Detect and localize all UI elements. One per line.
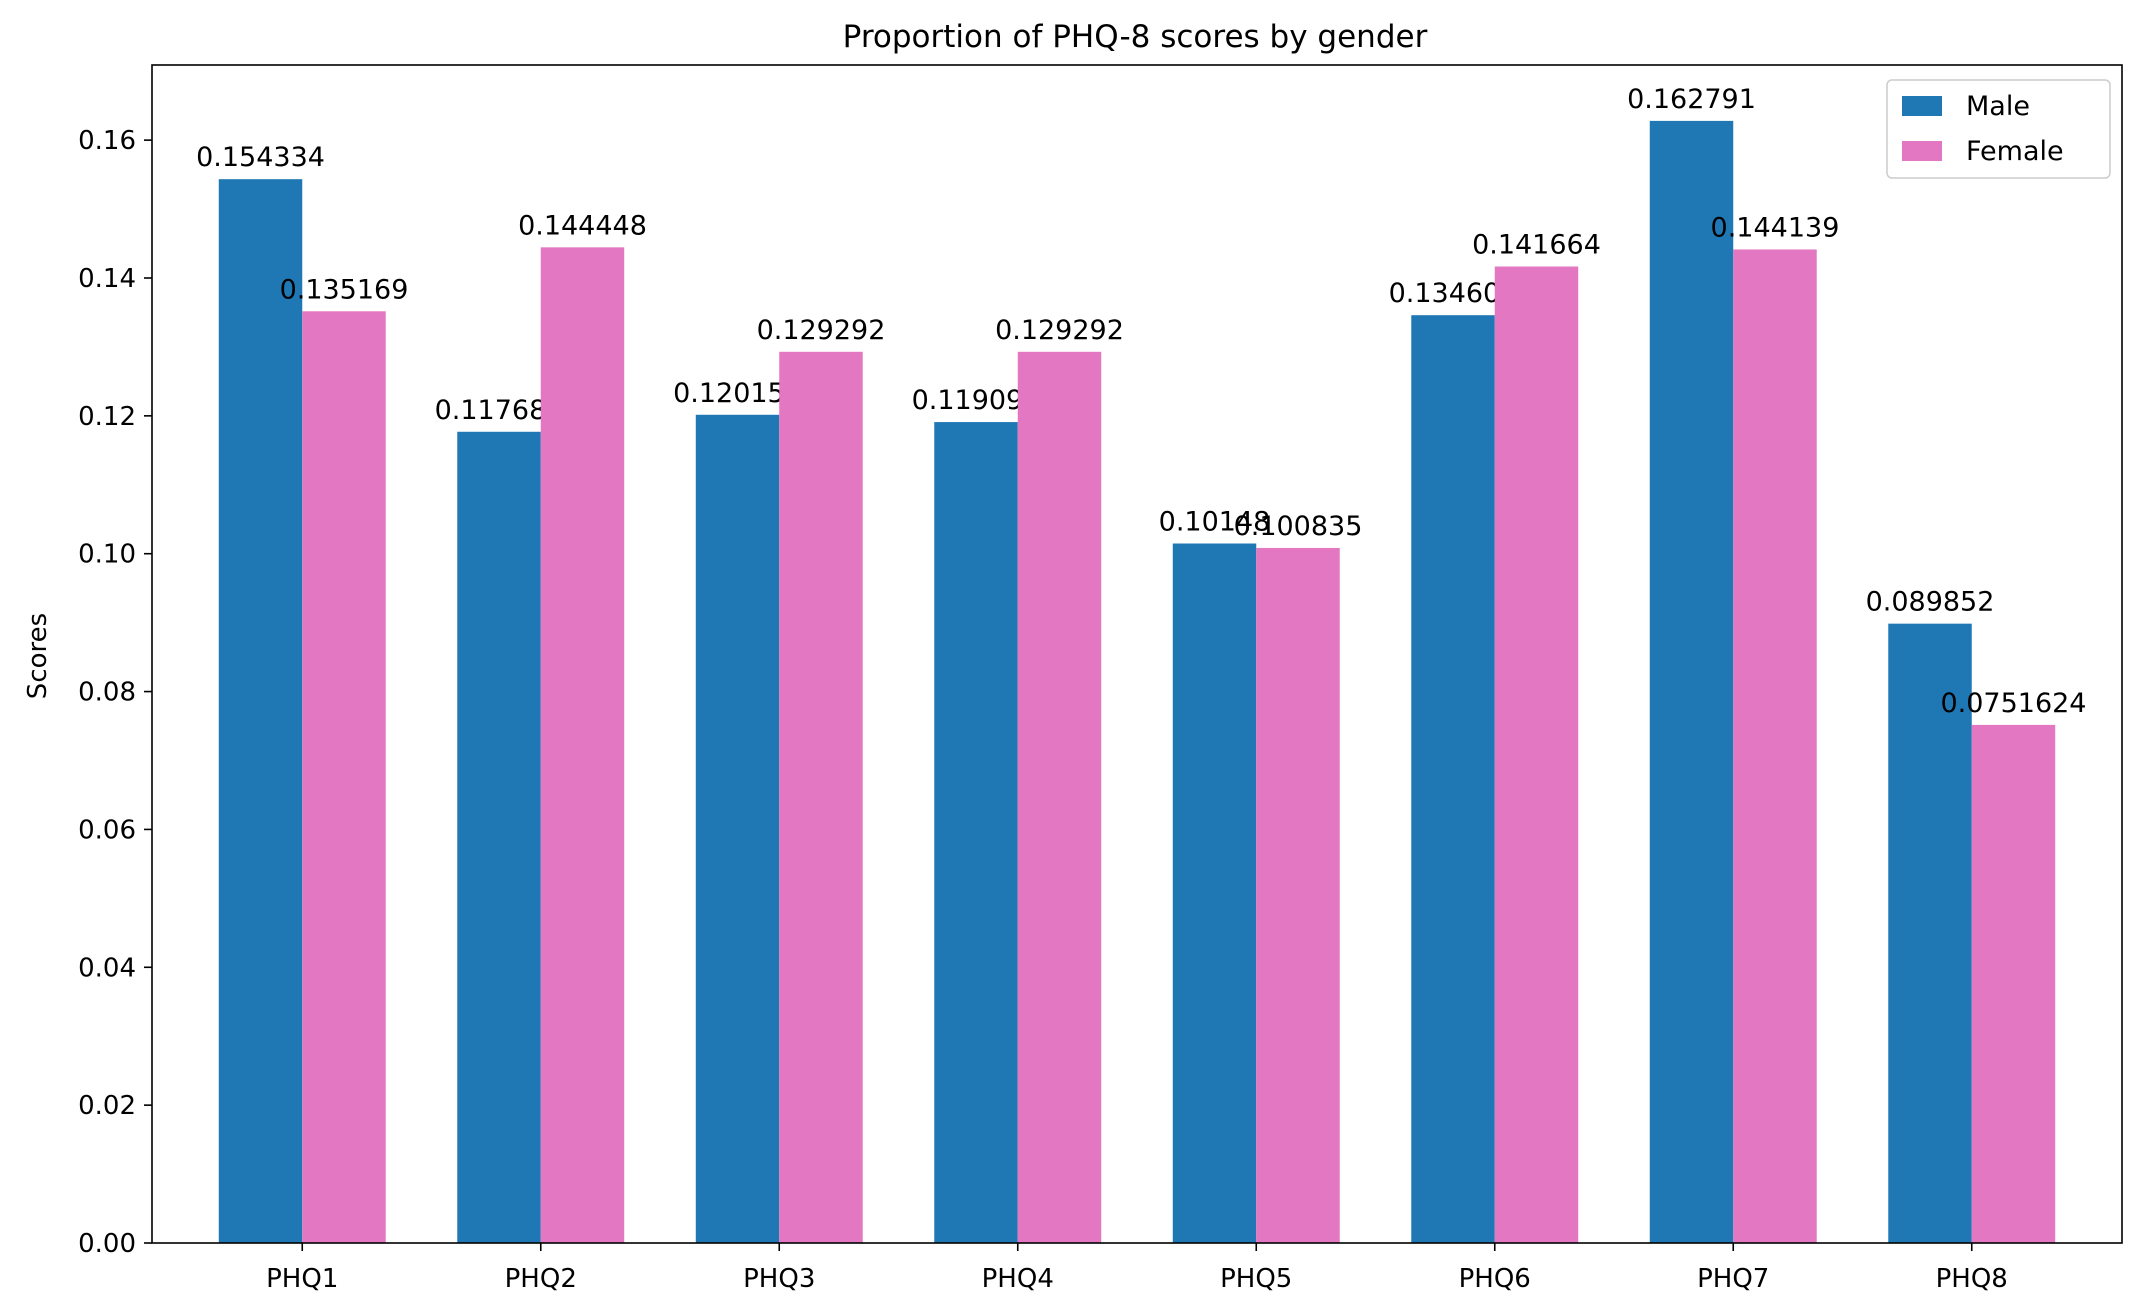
x-tick-label: PHQ1 <box>266 1264 338 1294</box>
bar-female-phq7 <box>1733 249 1817 1243</box>
bar-value-label: 0.154334 <box>196 142 325 173</box>
bar-male-phq2 <box>457 431 541 1243</box>
bar-male-phq1 <box>218 179 303 1244</box>
bar-value-label: 0.10148 <box>1159 507 1271 538</box>
chart-title: Proportion of PHQ-8 scores by gender <box>843 19 1428 55</box>
y-tick-label: 0.06 <box>78 815 136 845</box>
bar-male-phq7 <box>1649 120 1734 1243</box>
legend-swatch-male <box>1902 96 1942 116</box>
bar-value-label: 0.135169 <box>280 274 409 305</box>
legend-label-female: Female <box>1966 136 2064 167</box>
y-tick-label: 0.16 <box>78 126 136 156</box>
x-tick-label: PHQ6 <box>1459 1264 1531 1294</box>
bar-value-label: 0.162791 <box>1627 84 1756 115</box>
x-tick-label: PHQ4 <box>982 1264 1054 1294</box>
bar-female-phq5 <box>1256 547 1340 1243</box>
y-tick-label: 0.02 <box>78 1091 136 1121</box>
x-tick-label: PHQ3 <box>743 1264 815 1294</box>
legend-swatch-female <box>1902 141 1942 161</box>
x-tick-label: PHQ2 <box>505 1264 577 1294</box>
x-tick-label: PHQ8 <box>1936 1264 2008 1294</box>
bar-male-phq4 <box>934 422 1018 1243</box>
x-tick-label: PHQ7 <box>1697 1264 1769 1294</box>
bar-female-phq2 <box>540 247 625 1243</box>
bar-value-label: 0.0751624 <box>1940 688 2086 719</box>
y-tick-label: 0.04 <box>78 953 136 983</box>
legend-label-male: Male <box>1966 91 2030 122</box>
bar-value-label: 0.089852 <box>1866 587 1995 618</box>
bar-female-phq1 <box>302 311 386 1243</box>
bar-male-phq3 <box>695 414 780 1243</box>
bar-female-phq6 <box>1494 266 1579 1243</box>
bar-male-phq6 <box>1411 315 1495 1243</box>
bar-value-label: 0.144448 <box>518 210 647 241</box>
plot-frame <box>151 64 2123 1244</box>
y-axis-label: Scores <box>23 613 53 699</box>
bar-value-label: 0.129292 <box>757 315 886 346</box>
bar-value-label: 0.144139 <box>1711 212 1840 243</box>
y-tick-label: 0.00 <box>78 1229 136 1259</box>
bar-value-label: 0.100835 <box>1234 511 1363 542</box>
bar-male-phq5 <box>1172 543 1257 1243</box>
axes-layer: 0.00 0.02 0.04 0.06 0.08 0.10 0.12 0.14 0.16 PHQ1… <box>78 64 2123 1294</box>
legend: Male Female <box>1886 79 2111 179</box>
bar-female-phq4 <box>1017 351 1102 1243</box>
y-tick-label: 0.14 <box>78 264 136 294</box>
x-tick-label: PHQ5 <box>1220 1264 1292 1294</box>
legend-box <box>1886 79 2111 179</box>
bar-value-label: 0.129292 <box>995 315 1124 346</box>
bar-female-phq3 <box>779 351 863 1243</box>
y-tick-label: 0.10 <box>78 540 136 570</box>
bar-male-phq8 <box>1888 623 1972 1243</box>
bar-value-label: 0.141664 <box>1472 230 1601 261</box>
y-tick-label: 0.08 <box>78 678 136 708</box>
y-tick-label: 0.12 <box>78 402 136 432</box>
bar-female-phq8 <box>1971 724 2056 1243</box>
